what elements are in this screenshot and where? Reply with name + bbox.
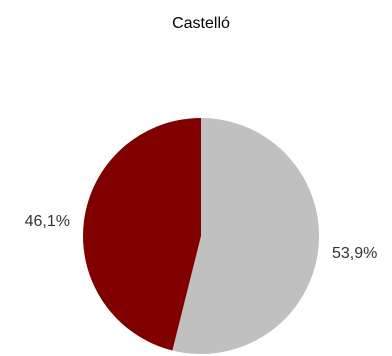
pie-slice-0 [172, 118, 320, 354]
pie-slices [83, 118, 320, 354]
pie-slice-label-0: 53,9% [332, 245, 377, 262]
pie-slice-label-1: 46,1% [25, 213, 70, 230]
pie-data-labels: 53,9% 46,1% [25, 213, 378, 262]
chart-title: Castelló [172, 15, 230, 32]
pie-slice-1 [83, 118, 201, 351]
